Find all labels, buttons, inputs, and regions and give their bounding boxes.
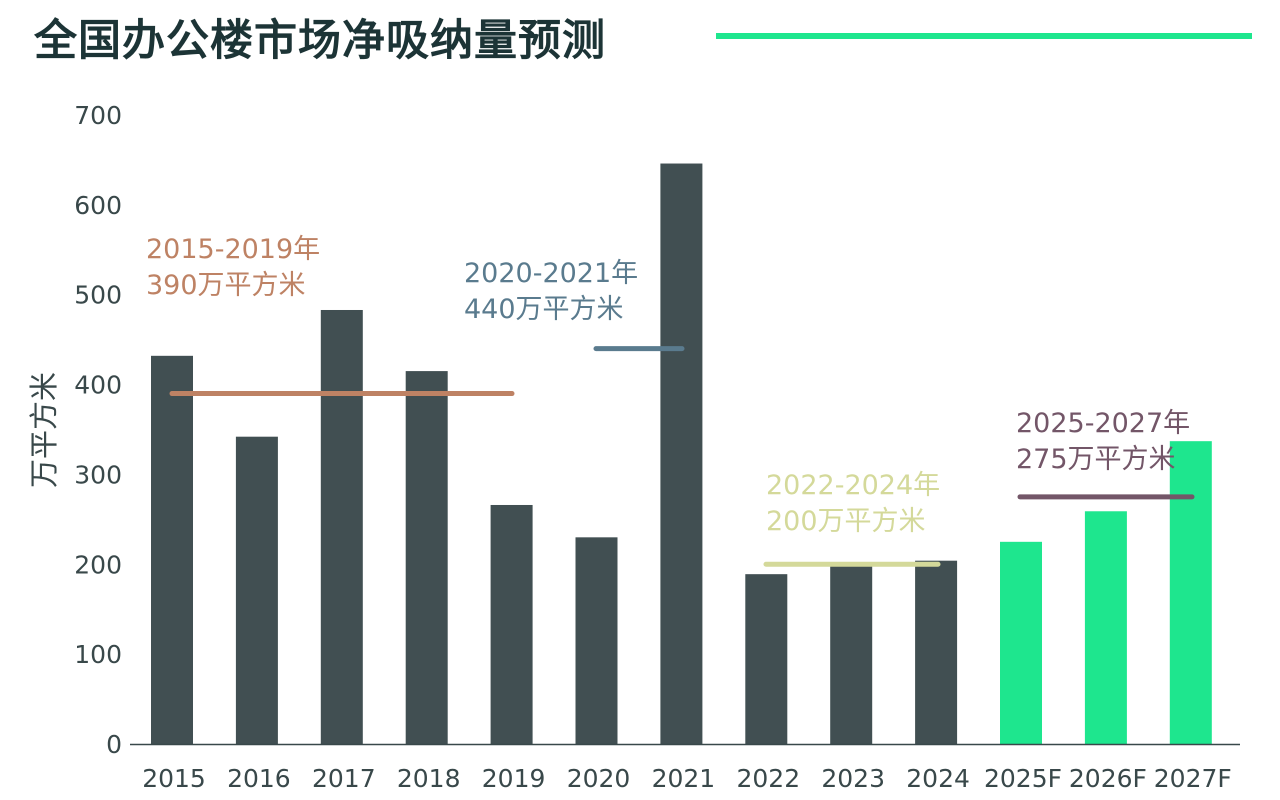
x-tick-label: 2015 bbox=[142, 764, 206, 793]
bar bbox=[151, 355, 193, 744]
bar bbox=[320, 309, 363, 744]
y-axis-title: 万平方米 bbox=[27, 372, 61, 488]
chart-title: 全国办公楼市场净吸纳量预测 bbox=[34, 16, 606, 66]
y-tick-label: 300 bbox=[74, 460, 122, 489]
bar bbox=[745, 574, 788, 744]
x-tick-label: 2026F bbox=[1069, 764, 1147, 793]
annotation-period: 2025-2027年 bbox=[1016, 408, 1190, 439]
forecast-bar bbox=[1169, 441, 1212, 744]
annotation-value: 390万平方米 bbox=[146, 270, 306, 301]
bar bbox=[235, 436, 278, 744]
y-tick-label: 100 bbox=[74, 640, 122, 669]
x-tick-label: 2024 bbox=[906, 764, 970, 793]
annotation-period: 2022-2024年 bbox=[766, 470, 940, 501]
x-tick-label: 2016 bbox=[227, 764, 291, 793]
y-tick-label: 400 bbox=[74, 371, 122, 400]
x-tick-label: 2018 bbox=[397, 764, 461, 793]
forecast-bar bbox=[1084, 511, 1127, 744]
y-tick-label: 200 bbox=[74, 550, 122, 579]
bar bbox=[660, 163, 703, 745]
x-tick-label: 2023 bbox=[821, 764, 885, 793]
x-tick-label: 2017 bbox=[312, 764, 376, 793]
title-rule bbox=[716, 33, 1252, 39]
x-tick-label: 2025F bbox=[984, 764, 1062, 793]
y-tick-label: 500 bbox=[74, 281, 122, 310]
bar bbox=[575, 537, 618, 744]
annotation-value: 275万平方米 bbox=[1016, 444, 1176, 475]
annotation-period: 2020-2021年 bbox=[464, 258, 638, 289]
bar bbox=[490, 504, 533, 744]
x-tick-label: 2021 bbox=[652, 764, 716, 793]
x-tick-label: 2027F bbox=[1154, 764, 1232, 793]
annotation-value: 440万平方米 bbox=[464, 294, 624, 325]
annotation-period: 2015-2019年 bbox=[146, 234, 320, 265]
bar bbox=[830, 562, 873, 744]
y-tick-label: 600 bbox=[74, 191, 122, 220]
x-tick-label: 2022 bbox=[736, 764, 800, 793]
forecast-bar bbox=[1000, 541, 1042, 744]
y-tick-label: 700 bbox=[74, 101, 122, 130]
x-tick-label: 2020 bbox=[567, 764, 631, 793]
bar bbox=[915, 560, 958, 744]
annotation-value: 200万平方米 bbox=[766, 506, 926, 537]
x-tick-label: 2019 bbox=[482, 764, 546, 793]
bar bbox=[405, 371, 448, 744]
y-tick-label: 0 bbox=[106, 730, 122, 759]
